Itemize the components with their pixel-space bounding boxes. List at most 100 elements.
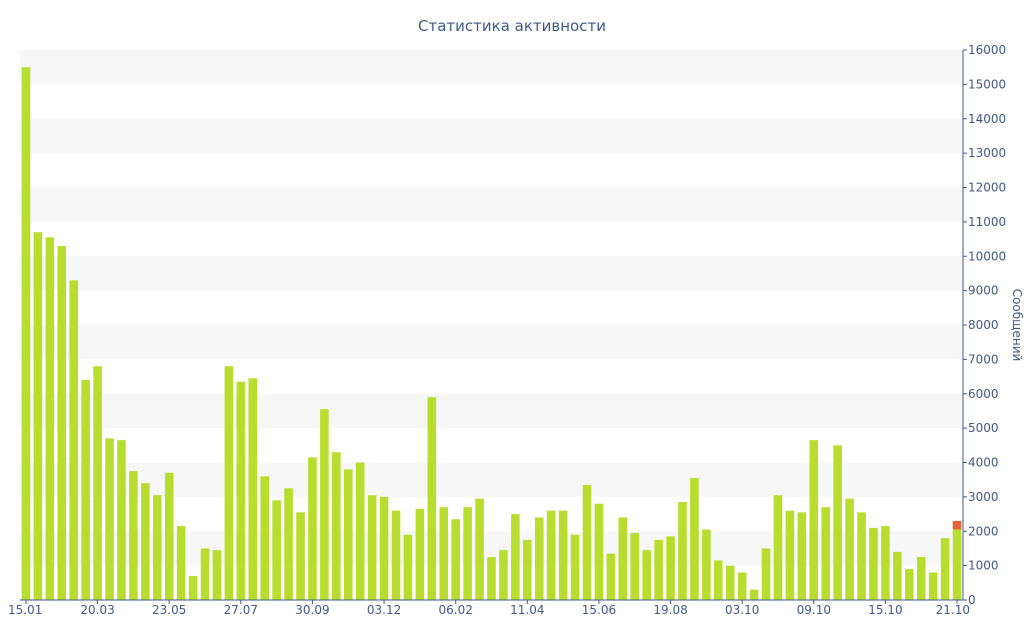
y-tick-label: 11000 xyxy=(968,215,1006,229)
bar[interactable] xyxy=(415,508,425,600)
bar[interactable] xyxy=(594,503,604,600)
bar[interactable] xyxy=(296,512,305,600)
bar[interactable] xyxy=(845,498,854,600)
bar[interactable] xyxy=(45,237,55,600)
bar[interactable] xyxy=(188,575,198,600)
bar[interactable] xyxy=(212,550,222,600)
bar[interactable] xyxy=(904,569,914,600)
bar[interactable] xyxy=(952,529,962,600)
bar[interactable] xyxy=(403,534,413,600)
grid-band xyxy=(20,256,963,291)
bar[interactable] xyxy=(33,232,43,600)
bar[interactable] xyxy=(272,500,281,600)
bar[interactable] xyxy=(427,397,437,600)
bar[interactable] xyxy=(546,510,556,600)
bar[interactable] xyxy=(176,526,186,600)
bar[interactable] xyxy=(117,440,126,600)
bar[interactable] xyxy=(236,381,246,600)
bar[interactable] xyxy=(881,526,890,600)
y-axis-label: Сообщений xyxy=(1010,289,1024,362)
bar[interactable] xyxy=(152,495,162,600)
bar[interactable] xyxy=(534,517,544,601)
bar[interactable] xyxy=(678,502,687,600)
bar[interactable] xyxy=(93,366,102,600)
bar[interactable] xyxy=(499,550,508,600)
bar-highlight[interactable] xyxy=(952,520,962,530)
bar[interactable] xyxy=(606,553,616,600)
bar[interactable] xyxy=(630,532,640,600)
bar[interactable] xyxy=(749,589,759,600)
bar[interactable] xyxy=(284,488,293,600)
bar[interactable] xyxy=(355,462,365,601)
bar[interactable] xyxy=(141,483,150,600)
bar[interactable] xyxy=(928,572,938,601)
bar[interactable] xyxy=(773,495,783,600)
bar[interactable] xyxy=(833,445,842,600)
bar[interactable] xyxy=(785,510,795,600)
bar[interactable] xyxy=(714,560,723,600)
bar[interactable] xyxy=(570,534,580,600)
bar[interactable] xyxy=(737,572,747,601)
bar[interactable] xyxy=(916,557,926,600)
bar[interactable] xyxy=(582,484,592,600)
bar[interactable] xyxy=(248,378,258,600)
bar[interactable] xyxy=(725,565,735,600)
bar[interactable] xyxy=(69,280,79,600)
x-tick-label: 15.10 xyxy=(868,603,902,617)
grid-band xyxy=(20,187,963,222)
bar[interactable] xyxy=(367,495,377,600)
bar[interactable] xyxy=(81,380,90,600)
y-tick-label: 5000 xyxy=(968,421,999,435)
bar[interactable] xyxy=(200,548,210,600)
bar[interactable] xyxy=(618,517,628,601)
bar[interactable] xyxy=(654,539,663,600)
bar[interactable] xyxy=(857,512,866,600)
bar[interactable] xyxy=(475,498,484,600)
bar[interactable] xyxy=(511,514,520,600)
bar[interactable] xyxy=(439,507,449,600)
bar[interactable] xyxy=(523,539,532,600)
bar[interactable] xyxy=(343,469,353,600)
bar[interactable] xyxy=(797,512,807,600)
bar[interactable] xyxy=(451,519,460,600)
y-tick-label: 15000 xyxy=(968,77,1006,91)
y-tick-label: 0 xyxy=(968,593,976,607)
bar[interactable] xyxy=(260,476,269,600)
grid-band xyxy=(20,462,963,497)
bar[interactable] xyxy=(487,557,496,600)
bar[interactable] xyxy=(332,452,341,600)
y-tick-label: 13000 xyxy=(968,146,1006,160)
chart-title: Статистика активности xyxy=(418,17,606,35)
bar[interactable] xyxy=(463,507,472,600)
bar-series xyxy=(21,67,962,601)
bar[interactable] xyxy=(893,551,902,600)
bar[interactable] xyxy=(224,366,234,600)
bar[interactable] xyxy=(320,409,329,600)
bar[interactable] xyxy=(308,457,317,600)
bar[interactable] xyxy=(642,550,651,600)
bar[interactable] xyxy=(105,438,114,600)
x-tick-label: 19.08 xyxy=(653,603,687,617)
grid-bands xyxy=(20,50,963,566)
y-tick-label: 1000 xyxy=(968,559,999,573)
bar[interactable] xyxy=(164,472,174,600)
bar[interactable] xyxy=(558,510,568,600)
bar[interactable] xyxy=(869,527,878,600)
bar[interactable] xyxy=(57,245,67,600)
bar[interactable] xyxy=(391,510,401,600)
bar[interactable] xyxy=(379,496,389,600)
x-tick-label: 23.05 xyxy=(152,603,186,617)
y-tick-label: 3000 xyxy=(968,490,999,504)
bar[interactable] xyxy=(761,548,771,600)
y-tick-label: 4000 xyxy=(968,456,999,470)
bar[interactable] xyxy=(821,507,831,600)
bar[interactable] xyxy=(702,529,711,600)
bar[interactable] xyxy=(21,67,31,600)
y-tick-label: 12000 xyxy=(968,181,1006,195)
bar[interactable] xyxy=(666,536,675,600)
bar[interactable] xyxy=(129,471,138,600)
bar[interactable] xyxy=(690,477,699,600)
grid-band xyxy=(20,393,963,429)
bar[interactable] xyxy=(809,440,819,600)
bar[interactable] xyxy=(940,538,950,600)
